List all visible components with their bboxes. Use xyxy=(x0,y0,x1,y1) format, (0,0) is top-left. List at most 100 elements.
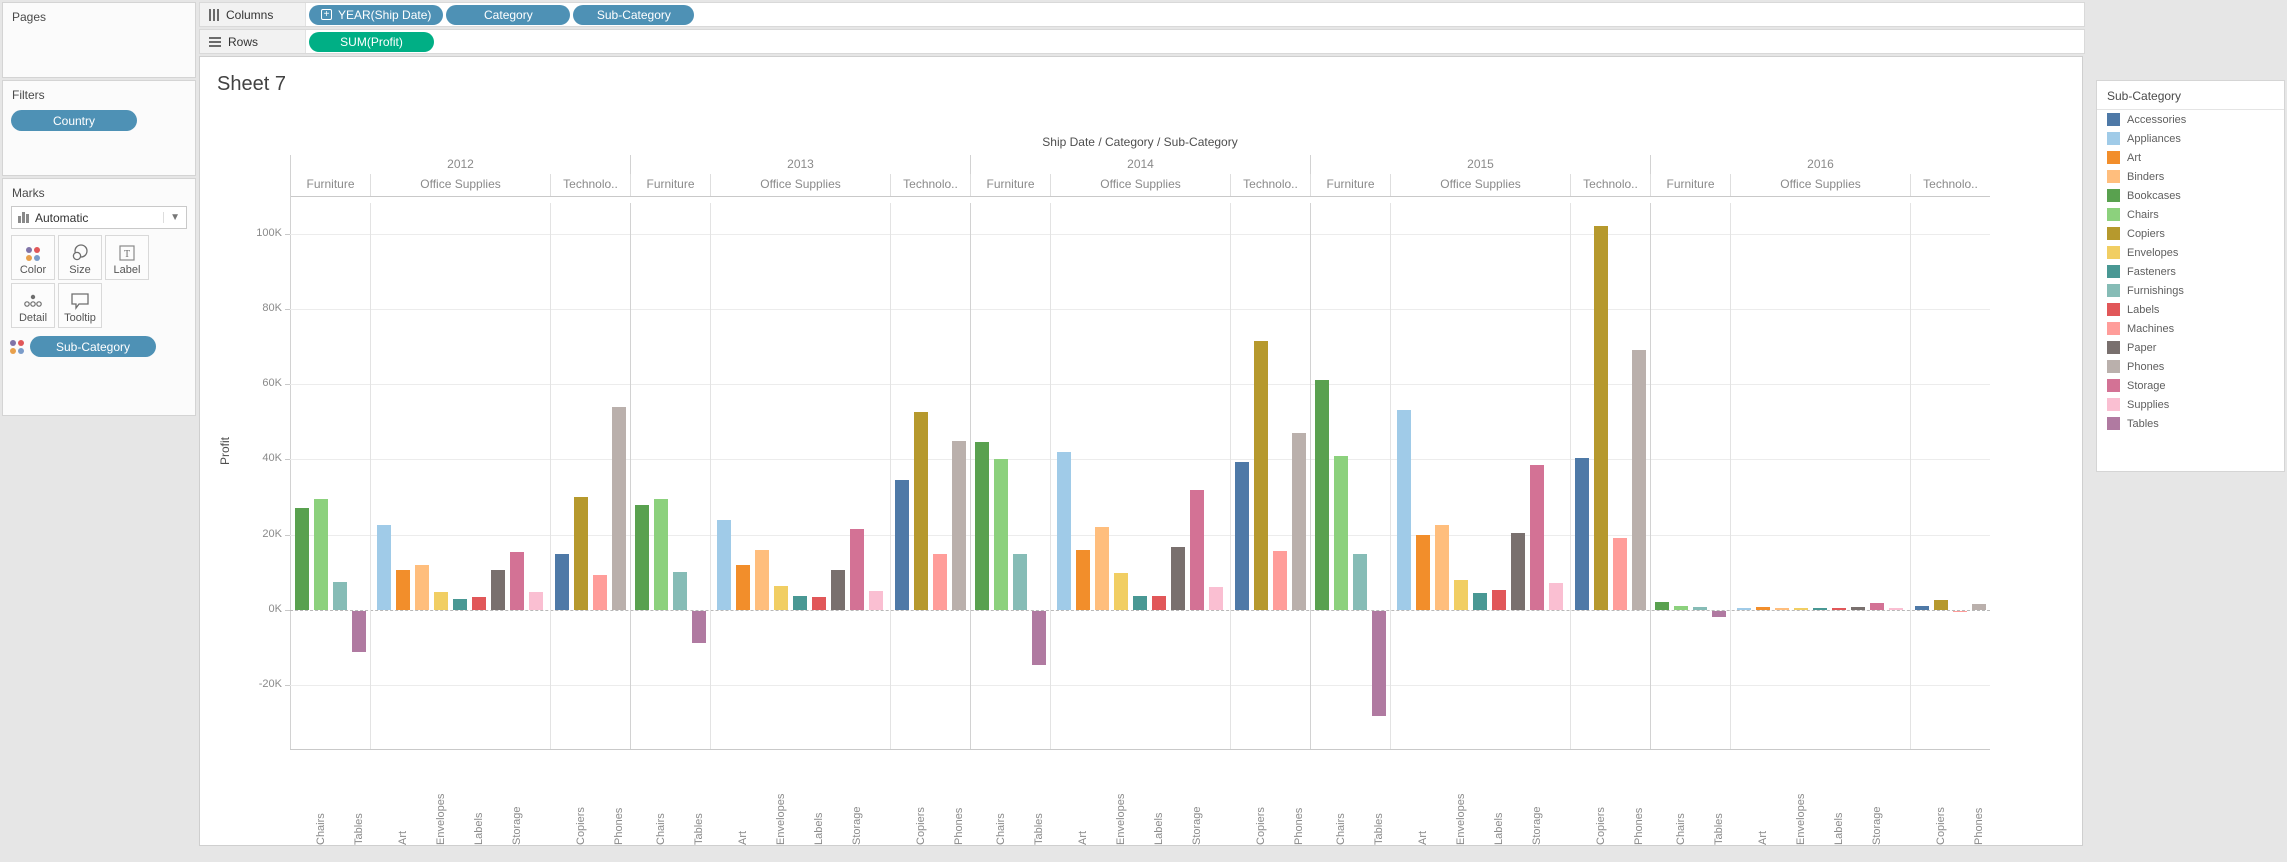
tooltip-button[interactable]: Tooltip xyxy=(58,283,102,328)
x-axis-label-chairs[interactable]: Chairs xyxy=(994,813,1007,845)
bar-bookcases[interactable] xyxy=(634,504,649,610)
bar-appliances[interactable] xyxy=(377,525,391,610)
bar-supplies[interactable] xyxy=(1209,587,1223,610)
x-axis-label-phones[interactable]: Phones xyxy=(1632,807,1645,845)
bar-appliances[interactable] xyxy=(1057,451,1071,610)
bar-machines[interactable] xyxy=(1952,611,1967,613)
x-axis-label-chairs[interactable]: Chairs xyxy=(1674,813,1687,845)
x-axis-label-copiers[interactable]: Copiers xyxy=(1594,807,1607,845)
bar-envelopes[interactable] xyxy=(1454,580,1468,610)
category-header-technology[interactable]: Technolo.. xyxy=(1570,174,1650,196)
x-axis-label-art[interactable]: Art xyxy=(1757,830,1769,845)
x-axis-label-envelopes[interactable]: Envelopes xyxy=(1795,793,1807,845)
bar-accessories[interactable] xyxy=(554,554,569,610)
bar-furnishings[interactable] xyxy=(1352,553,1367,610)
category-header-technology[interactable]: Technolo.. xyxy=(550,174,630,196)
bar-phones[interactable] xyxy=(1291,433,1306,610)
legend-item-tables[interactable]: Tables xyxy=(2097,414,2284,433)
bar-storage[interactable] xyxy=(1870,602,1884,610)
x-axis-label-storage[interactable]: Storage xyxy=(851,806,863,845)
bar-art[interactable] xyxy=(1756,607,1770,610)
chevron-down-icon[interactable]: ▼ xyxy=(163,212,180,223)
x-axis-label-copiers[interactable]: Copiers xyxy=(574,807,587,845)
category-header-office-supplies[interactable]: Office Supplies xyxy=(1050,174,1230,196)
bar-copiers[interactable] xyxy=(1933,600,1948,610)
bar-storage[interactable] xyxy=(510,551,524,610)
legend-item-phones[interactable]: Phones xyxy=(2097,357,2284,376)
pill-year-ship-date[interactable]: + YEAR(Ship Date) xyxy=(309,4,444,25)
bar-accessories[interactable] xyxy=(894,480,909,610)
legend-item-chairs[interactable]: Chairs xyxy=(2097,205,2284,224)
x-axis-label-chairs[interactable]: Chairs xyxy=(654,813,667,845)
bar-tables[interactable] xyxy=(691,611,706,643)
x-axis-label-storage[interactable]: Storage xyxy=(1531,806,1543,845)
x-axis-label-phones[interactable]: Phones xyxy=(612,807,625,845)
marks-pill-sub-category[interactable]: Sub-Category xyxy=(30,336,156,357)
bar-tables[interactable] xyxy=(1711,611,1726,617)
bar-storage[interactable] xyxy=(1190,489,1204,610)
category-header-furniture[interactable]: Furniture xyxy=(290,174,370,196)
bar-envelopes[interactable] xyxy=(1114,572,1128,610)
bar-phones[interactable] xyxy=(1631,350,1646,610)
x-axis-label-envelopes[interactable]: Envelopes xyxy=(775,793,787,845)
bar-paper[interactable] xyxy=(1511,532,1525,610)
x-axis-label-chairs[interactable]: Chairs xyxy=(314,813,327,845)
x-axis-label-copiers[interactable]: Copiers xyxy=(1934,807,1947,845)
legend-item-appliances[interactable]: Appliances xyxy=(2097,129,2284,148)
category-header-office-supplies[interactable]: Office Supplies xyxy=(1730,174,1910,196)
bar-envelopes[interactable] xyxy=(434,591,448,610)
year-header-2016[interactable]: 2016 xyxy=(1650,155,1990,174)
x-axis-label-art[interactable]: Art xyxy=(1077,830,1089,845)
category-header-furniture[interactable]: Furniture xyxy=(1650,174,1730,196)
bar-envelopes[interactable] xyxy=(1794,607,1808,610)
bar-accessories[interactable] xyxy=(1574,457,1589,610)
bar-tables[interactable] xyxy=(1371,611,1386,717)
category-header-technology[interactable]: Technolo.. xyxy=(890,174,970,196)
bar-art[interactable] xyxy=(1416,534,1430,610)
bar-machines[interactable] xyxy=(592,575,607,610)
bar-chairs[interactable] xyxy=(993,459,1008,610)
bar-binders[interactable] xyxy=(1435,525,1449,610)
x-axis-label-labels[interactable]: Labels xyxy=(813,812,825,845)
category-header-office-supplies[interactable]: Office Supplies xyxy=(710,174,890,196)
year-header-2012[interactable]: 2012 xyxy=(290,155,630,174)
bar-chairs[interactable] xyxy=(1333,455,1348,610)
x-axis-label-envelopes[interactable]: Envelopes xyxy=(1115,793,1127,845)
bar-copiers[interactable] xyxy=(573,497,588,610)
category-header-furniture[interactable]: Furniture xyxy=(630,174,710,196)
bar-storage[interactable] xyxy=(1530,465,1544,610)
bar-phones[interactable] xyxy=(951,440,966,610)
bar-chairs[interactable] xyxy=(1673,605,1688,610)
expand-plus-icon[interactable]: + xyxy=(321,9,332,20)
bar-art[interactable] xyxy=(396,570,410,610)
x-axis-label-art[interactable]: Art xyxy=(737,830,749,845)
label-button[interactable]: T Label xyxy=(105,235,149,280)
x-axis-label-phones[interactable]: Phones xyxy=(1292,807,1305,845)
category-header-technology[interactable]: Technolo.. xyxy=(1910,174,1990,196)
bar-copiers[interactable] xyxy=(913,412,928,610)
bar-paper[interactable] xyxy=(1851,606,1865,610)
bar-paper[interactable] xyxy=(491,570,505,610)
legend-item-art[interactable]: Art xyxy=(2097,148,2284,167)
bar-labels[interactable] xyxy=(1492,590,1506,610)
x-axis-label-tables[interactable]: Tables xyxy=(1712,813,1725,845)
bar-accessories[interactable] xyxy=(1234,462,1249,610)
x-axis-label-storage[interactable]: Storage xyxy=(1871,806,1883,845)
category-header-office-supplies[interactable]: Office Supplies xyxy=(1390,174,1570,196)
bar-fasteners[interactable] xyxy=(1473,593,1487,610)
bar-copiers[interactable] xyxy=(1253,340,1268,610)
category-header-office-supplies[interactable]: Office Supplies xyxy=(370,174,550,196)
year-header-2013[interactable]: 2013 xyxy=(630,155,970,174)
bar-binders[interactable] xyxy=(1775,607,1789,610)
bar-machines[interactable] xyxy=(1612,537,1627,610)
legend-item-machines[interactable]: Machines xyxy=(2097,319,2284,338)
bar-fasteners[interactable] xyxy=(1813,607,1827,610)
bar-art[interactable] xyxy=(736,564,750,610)
bar-paper[interactable] xyxy=(831,570,845,610)
legend-item-paper[interactable]: Paper xyxy=(2097,338,2284,357)
x-axis-label-labels[interactable]: Labels xyxy=(1493,812,1505,845)
bar-fasteners[interactable] xyxy=(453,599,467,610)
bar-bookcases[interactable] xyxy=(294,508,309,610)
legend-item-envelopes[interactable]: Envelopes xyxy=(2097,243,2284,262)
year-header-2015[interactable]: 2015 xyxy=(1310,155,1650,174)
